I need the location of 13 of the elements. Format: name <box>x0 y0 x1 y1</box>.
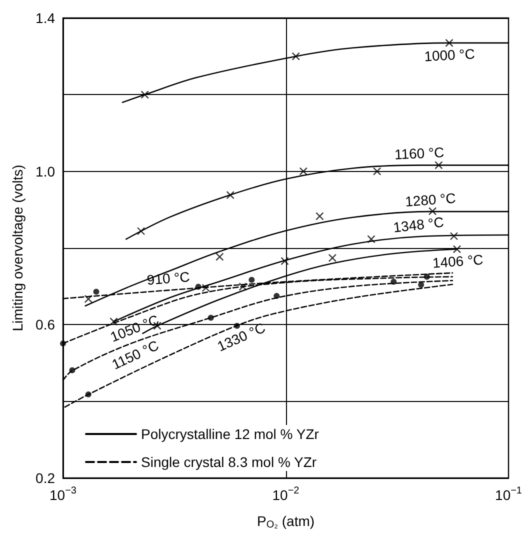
y-tick-label: 0.6 <box>36 316 56 333</box>
annotation: 1280 °C <box>404 190 456 210</box>
y-axis-title: Limiting overvoltage (volts) <box>10 164 26 332</box>
y-tick-label: 1.4 <box>36 10 56 26</box>
y-tick-label: 0.2 <box>36 470 56 486</box>
annotation: 910 °C <box>146 268 190 288</box>
y-tick-label: 1.0 <box>36 163 56 180</box>
annotation: 1406 °C <box>432 251 484 271</box>
legend-label: Single crystal 8.3 mol % YZr <box>141 454 317 470</box>
annotation: 1348 °C <box>392 214 445 236</box>
legend-label: Polycrystalline 12 mol % YZr <box>141 426 320 442</box>
annotation: 1160 °C <box>394 144 445 162</box>
annotation: 1000 °C <box>424 46 476 64</box>
